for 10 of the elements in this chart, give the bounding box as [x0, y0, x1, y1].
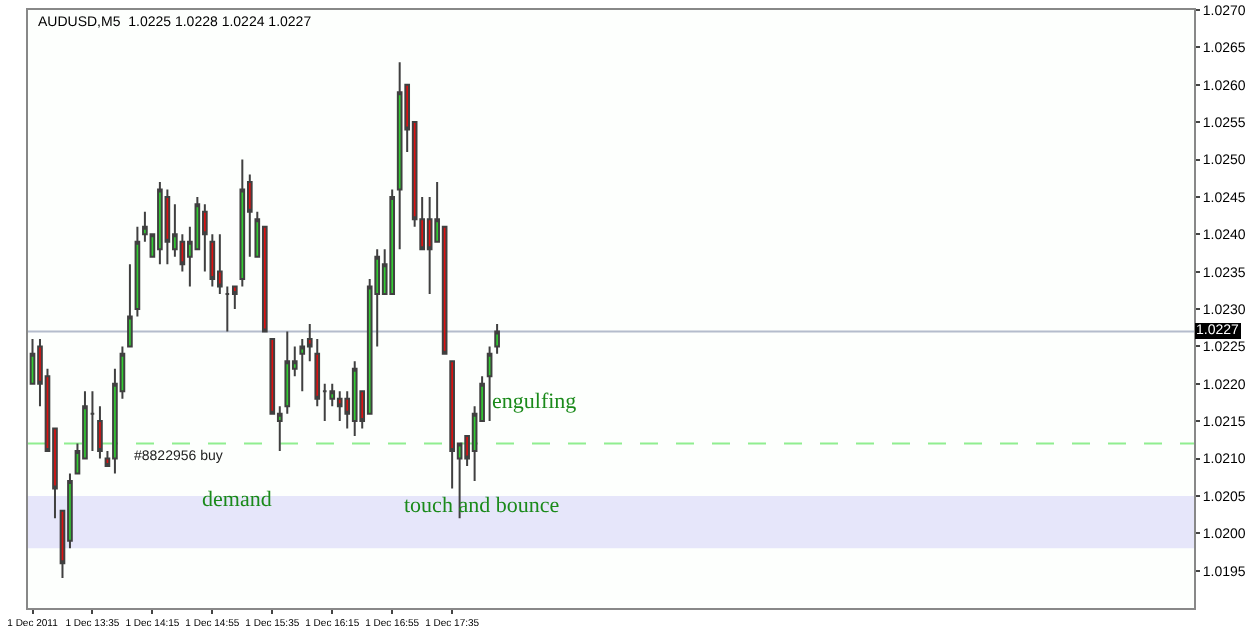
candlestick — [396, 61, 403, 251]
candlestick — [389, 188, 396, 296]
candlestick — [336, 390, 343, 423]
candlestick — [157, 180, 163, 266]
candlestick — [164, 188, 171, 266]
annotation: engulfing — [492, 390, 578, 414]
candlestick — [97, 405, 103, 460]
annotation: demand — [202, 488, 273, 512]
candlestick — [89, 390, 96, 453]
candlestick — [351, 360, 358, 438]
